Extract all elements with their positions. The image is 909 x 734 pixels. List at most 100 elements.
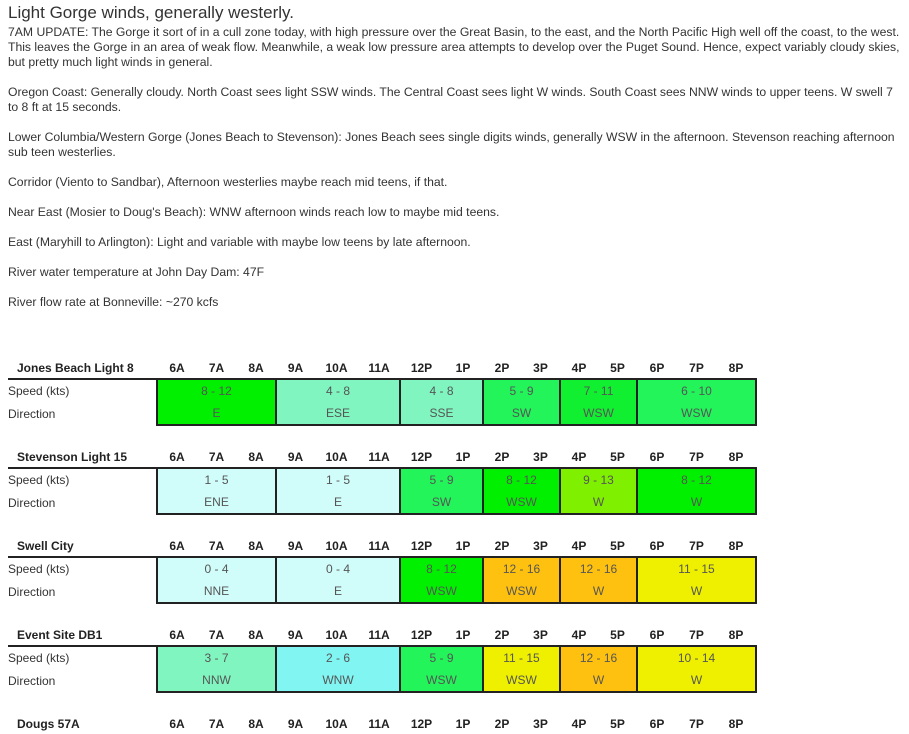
hour-label: 12P [410, 539, 433, 553]
hour-label: 4P [571, 361, 587, 375]
hour-label: 9A [287, 628, 304, 642]
hour-label: 5P [610, 628, 625, 642]
wind-direction-cell: SW [482, 402, 561, 426]
hour-label: 9A [287, 450, 304, 464]
forecast-paragraph: 7AM UPDATE: The Gorge it sort of in a cu… [8, 25, 900, 69]
hour-label: 8P [728, 539, 744, 553]
hour-label: 5P [610, 717, 625, 731]
wind-direction-cell: WSW [399, 669, 484, 693]
hour-label: 6P [649, 628, 665, 642]
hour-label: 8A [248, 717, 264, 731]
forecast-paragraph: River flow rate at Bonneville: ~270 kcfs [8, 295, 219, 309]
wind-speed-cell: 2 - 6 [275, 645, 401, 669]
hour-label: 8A [248, 361, 264, 375]
station-name: Event Site DB1 [17, 628, 103, 642]
hour-label: 5P [610, 361, 625, 375]
forecast-text: 7AM UPDATE: The Gorge it sort of in a cu… [8, 25, 901, 310]
forecast-paragraph: Lower Columbia/Western Gorge (Jones Beac… [8, 130, 895, 159]
hour-label: 6A [169, 628, 185, 642]
wind-direction-cell: WSW [482, 580, 561, 604]
forecast-paragraph: East (Maryhill to Arlington): Light and … [8, 235, 471, 249]
wind-speed-cell: 0 - 4 [156, 556, 277, 580]
hour-label: 8A [248, 539, 264, 553]
hour-label: 10A [325, 361, 348, 375]
hour-label: 12P [410, 450, 433, 464]
wind-speed-cell: 11 - 15 [482, 645, 561, 669]
speed-label: Speed (kts) [8, 645, 157, 669]
hour-label: 6A [169, 361, 185, 375]
wind-direction-cell: W [636, 669, 757, 693]
speed-label: Speed (kts) [8, 556, 157, 580]
hour-label: 11A [368, 361, 390, 375]
wind-speed-cell: 11 - 15 [636, 556, 757, 580]
direction-label: Direction [8, 584, 56, 599]
wind-direction-cell: ENE [156, 491, 277, 515]
hour-label: 3P [533, 539, 548, 553]
wind-speed-cell: 1 - 5 [156, 467, 277, 491]
wind-speed-cell: 1 - 5 [275, 467, 401, 491]
wind-direction-cell: E [275, 491, 401, 515]
hour-label: 2P [494, 450, 510, 464]
direction-label: Direction [8, 673, 56, 688]
hour-label: 3P [533, 628, 548, 642]
station-tables: Jones Beach Light 8 6A 7A 8A 9A 10A 11A 12P 1P 2P… [8, 358, 901, 734]
wind-direction-cell: WSW [482, 669, 561, 693]
station-table: Swell City 6A 7A 8A 9A 10A 11A 12P 1P 2P 3P 4P 5P 6P 7… [8, 536, 757, 604]
wind-direction-cell: W [559, 580, 638, 604]
station-name: Dougs 57A [17, 717, 80, 731]
hour-label: 6A [169, 539, 185, 553]
hour-label: 7P [689, 539, 704, 553]
forecast-paragraph: Near East (Mosier to Doug's Beach): WNW … [8, 205, 500, 219]
hour-label: 8P [728, 361, 744, 375]
wind-speed-cell: 8 - 12 [399, 556, 484, 580]
hour-label: 9A [287, 361, 304, 375]
wind-speed-cell: 4 - 8 [275, 378, 401, 402]
hour-label: 12P [410, 361, 433, 375]
hour-label: 9A [287, 539, 304, 553]
hour-label: 11A [368, 539, 390, 553]
wind-speed-cell: 12 - 16 [559, 645, 638, 669]
wind-direction-cell: WSW [482, 491, 561, 515]
wind-direction-cell: NNW [156, 669, 277, 693]
hour-label: 11A [368, 450, 390, 464]
hour-label: 4P [571, 628, 587, 642]
hour-label: 7A [208, 628, 225, 642]
hour-label: 7A [208, 450, 225, 464]
wind-speed-cell: 10 - 14 [636, 645, 757, 669]
hour-label: 7A [208, 539, 225, 553]
wind-direction-cell: WSW [399, 580, 484, 604]
hour-label: 1P [455, 361, 471, 375]
hour-label: 7A [208, 361, 225, 375]
hour-label: 8P [728, 450, 744, 464]
wind-speed-cell: 8 - 12 [482, 467, 561, 491]
hour-label: 7P [689, 628, 704, 642]
hour-label: 2P [494, 539, 510, 553]
hour-label: 3P [533, 717, 548, 731]
hour-label: 6P [649, 450, 665, 464]
station-name: Swell City [17, 539, 74, 553]
wind-speed-cell: 5 - 9 [482, 378, 561, 402]
wind-speed-cell: 9 - 13 [559, 467, 638, 491]
wind-direction-cell: NNE [156, 580, 277, 604]
hour-label: 11A [368, 628, 390, 642]
hour-label: 8A [248, 628, 264, 642]
wind-direction-cell: WSW [636, 402, 757, 426]
station-name: Stevenson Light 15 [17, 450, 128, 464]
wind-speed-cell: 3 - 7 [156, 645, 277, 669]
hour-label: 6P [649, 539, 665, 553]
hour-label: 1P [455, 450, 471, 464]
wind-speed-cell: 4 - 8 [399, 378, 484, 402]
hour-label: 12P [410, 628, 433, 642]
wind-direction-cell: WNW [275, 669, 401, 693]
wind-direction-cell: SW [399, 491, 484, 515]
hour-label: 1P [455, 539, 471, 553]
hour-label: 6A [169, 450, 185, 464]
wind-speed-cell: 8 - 12 [156, 378, 277, 402]
hour-label: 7P [689, 450, 704, 464]
station-table: Event Site DB1 6A 7A 8A 9A 10A 11A 12P 1P 2P 3P 4P 5… [8, 625, 757, 693]
wind-speed-cell: 0 - 4 [275, 556, 401, 580]
hour-label: 9A [287, 717, 304, 731]
wind-direction-cell: SSE [399, 402, 484, 426]
wind-direction-cell: WSW [559, 402, 638, 426]
wind-direction-cell: E [156, 402, 277, 426]
